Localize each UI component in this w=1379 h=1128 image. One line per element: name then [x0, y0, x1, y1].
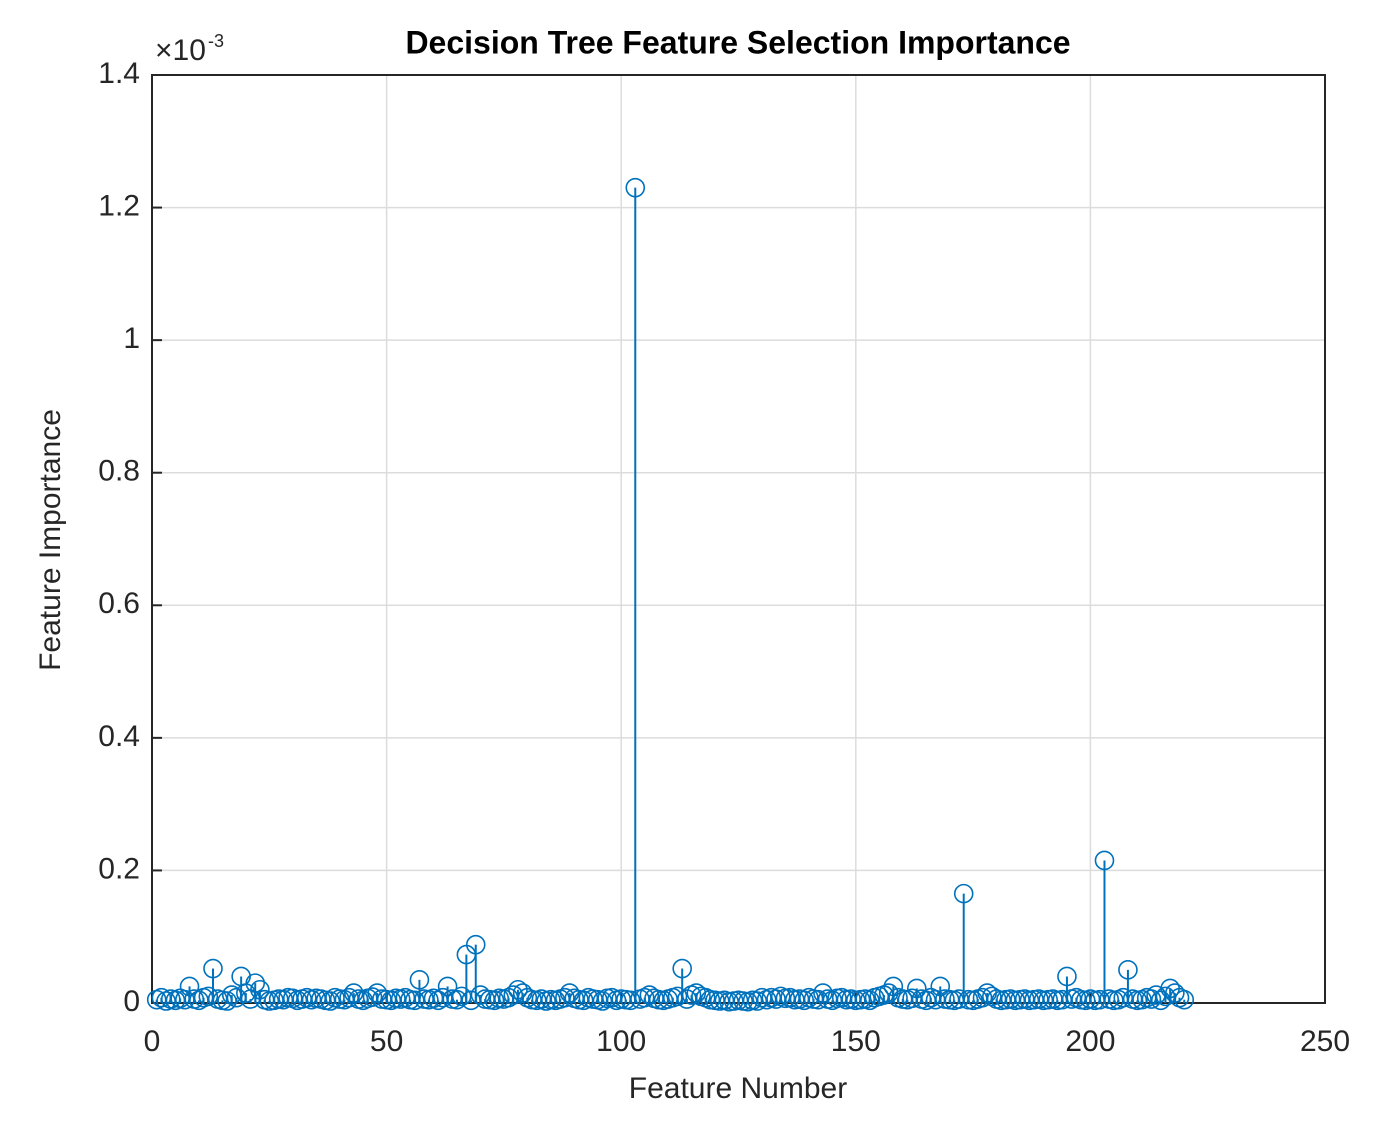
stem-marker [203, 958, 223, 979]
x-tick-label: 100 [596, 1025, 646, 1058]
stem-marker [625, 177, 646, 198]
stem-marker [953, 883, 974, 904]
y-tick-label: 0.4 [98, 720, 140, 753]
axes-box [151, 74, 1326, 1004]
chart-title: Decision Tree Feature Selection Importan… [405, 24, 1070, 60]
stem-marker [1057, 966, 1077, 987]
y-tick-label: 0.2 [98, 852, 140, 885]
stem-marker [1141, 989, 1162, 1009]
stem-marker [245, 973, 266, 993]
x-tick-label: 250 [1300, 1025, 1350, 1058]
stem-marker [451, 986, 472, 1007]
stem-marker [667, 986, 688, 1007]
y-tick-label: 0.8 [98, 455, 140, 488]
stem-marker [639, 985, 660, 1005]
stem-marker [555, 987, 575, 1008]
stem-marker [906, 978, 927, 999]
stem-marker [409, 969, 430, 990]
stem-marker [1094, 850, 1115, 871]
stem-marker [930, 976, 951, 997]
stem-marker [1174, 989, 1195, 1010]
x-tick-label: 200 [1065, 1025, 1115, 1058]
y-tick-label: 0 [123, 985, 140, 1018]
stem-marker [982, 986, 1002, 1007]
y-axis-label: Feature Importance [34, 409, 67, 671]
y-exponent: -3 [208, 31, 224, 51]
x-tick-label: 0 [144, 1025, 161, 1058]
stem-marker [470, 985, 491, 1005]
stem-marker [883, 976, 904, 997]
stem-marker [362, 987, 383, 1007]
stem-marker [198, 986, 219, 1007]
y-tick-label: 0.6 [98, 587, 140, 620]
y-tick-label: 1 [123, 322, 140, 355]
y-exponent-base: ×10 [155, 34, 206, 67]
stem-marker [634, 987, 655, 1008]
stem-marker [465, 934, 486, 955]
x-tick-label: 150 [831, 1025, 881, 1058]
stem-marker [672, 958, 692, 979]
stem-marker [1118, 960, 1138, 980]
stem-marker [433, 987, 453, 1008]
stem-marker [437, 976, 458, 997]
x-axis-label: Feature Number [629, 1072, 847, 1105]
stem-marker [1113, 987, 1134, 1008]
x-tick-label: 50 [370, 1025, 403, 1058]
y-tick-label: 1.2 [98, 189, 140, 222]
stem-marker [179, 976, 200, 997]
stem-marker [878, 983, 899, 1003]
y-tick-label: 1.4 [98, 57, 140, 90]
stem-marker [602, 987, 622, 1008]
